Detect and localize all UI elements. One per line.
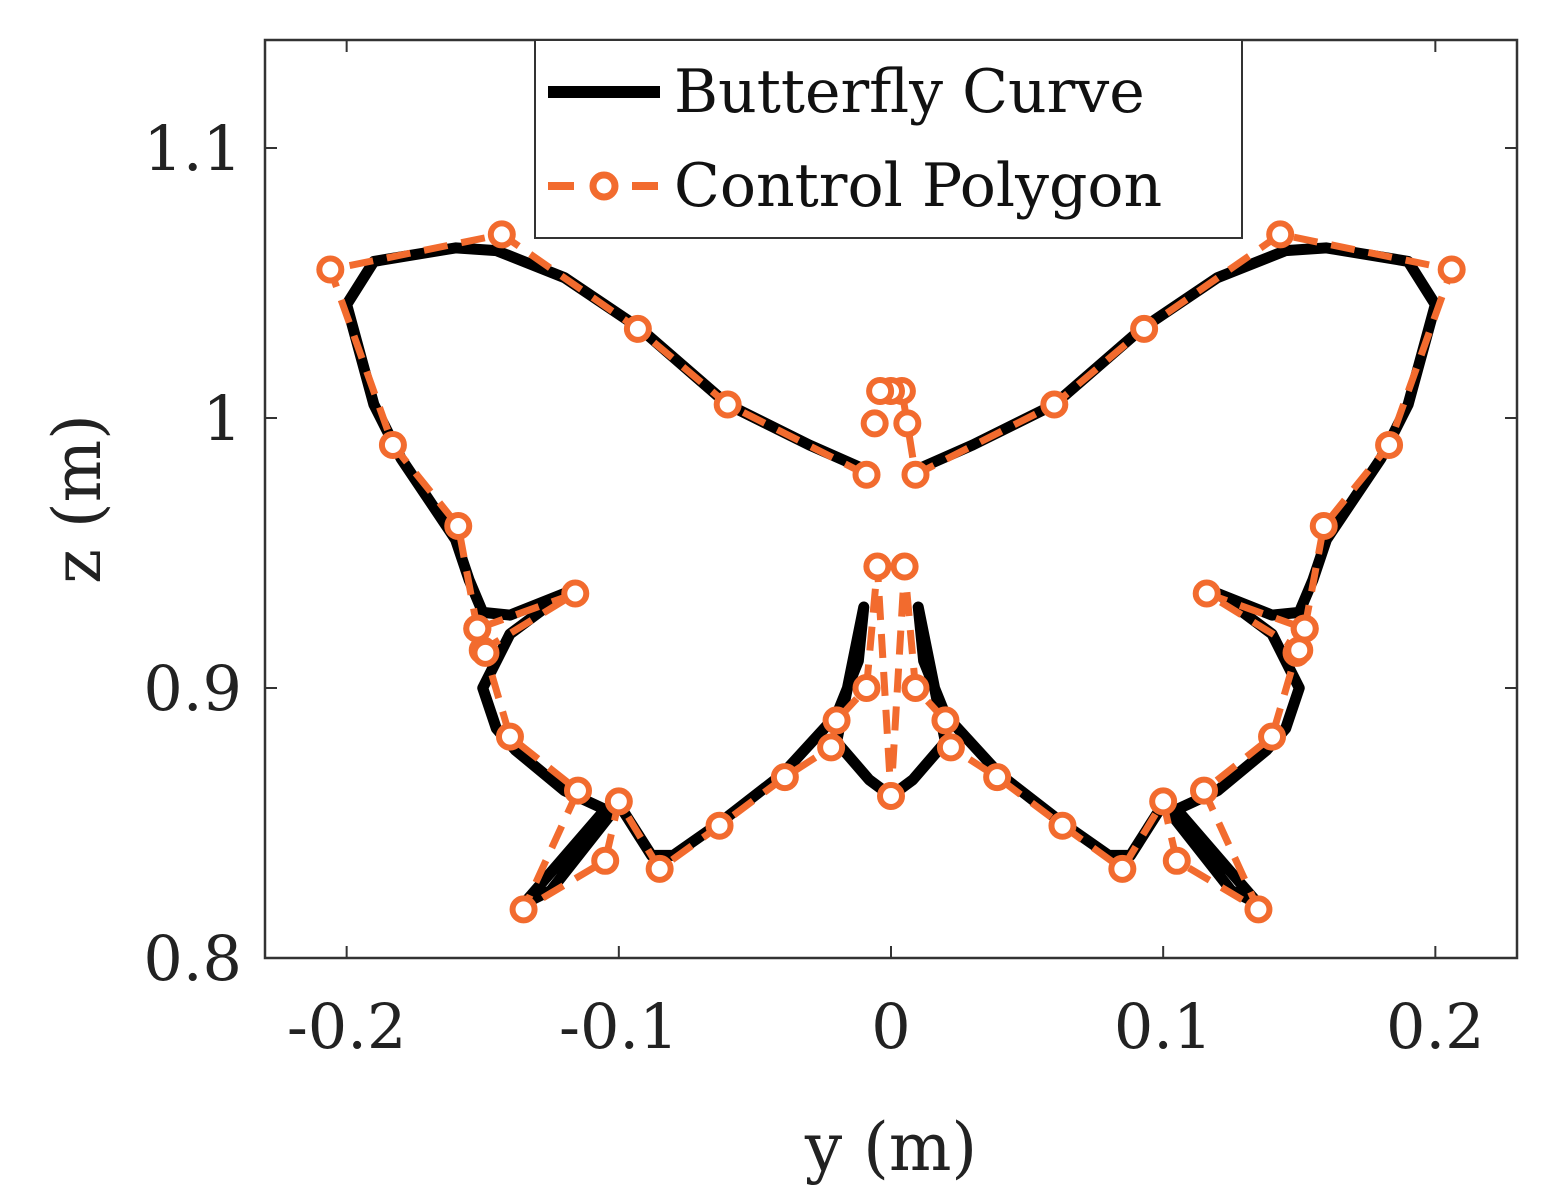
control-point-marker	[1244, 895, 1273, 924]
x-tick-label: 0.2	[1386, 990, 1485, 1063]
control-point-marker	[1309, 512, 1338, 540]
control-point-marker	[509, 895, 538, 924]
legend-polygon-marker	[589, 171, 619, 201]
control-point-marker	[604, 787, 633, 816]
control-point-marker	[713, 390, 742, 419]
y-tick-label: 1.1	[143, 112, 242, 185]
x-tick-label: 0.1	[1114, 990, 1213, 1063]
y-axis-label: z (m)	[39, 414, 116, 584]
control-point-marker	[561, 579, 590, 608]
control-point-marker	[770, 763, 799, 792]
control-point-marker	[1162, 846, 1191, 875]
control-point-marker	[591, 846, 620, 875]
control-point-marker	[645, 854, 674, 883]
control-point-marker	[1437, 255, 1466, 284]
x-axis-ticks: -0.2 -0.1 0 0.1 0.2	[287, 40, 1485, 1063]
legend-curve-label: Butterfly Curve	[674, 57, 1145, 127]
series-control-polygon	[326, 230, 1456, 913]
control-point-marker	[983, 763, 1012, 792]
legend: Butterfly Curve Control Polygon	[534, 39, 1243, 239]
y-tick-label: 0.9	[143, 652, 242, 725]
control-point-marker	[866, 377, 895, 405]
control-point-marker	[931, 706, 960, 735]
control-point-marker	[901, 460, 930, 489]
control-point-marker	[817, 733, 846, 762]
control-point-marker	[860, 409, 889, 438]
control-point-marker	[1190, 776, 1218, 805]
control-point-marker	[852, 460, 881, 489]
control-point-marker	[893, 409, 922, 438]
control-point-marker	[1108, 854, 1137, 883]
legend-box	[534, 39, 1243, 239]
control-point-marker	[1290, 614, 1319, 643]
control-point-marker	[1149, 787, 1178, 816]
control-point-marker	[495, 722, 524, 751]
y-tick-label: 1	[203, 382, 242, 455]
x-axis-label: y (m)	[804, 1109, 977, 1186]
control-point-marker	[877, 782, 905, 810]
x-tick-label: 0	[871, 990, 910, 1063]
control-point-marker	[1375, 431, 1404, 459]
y-tick-label: 0.8	[143, 922, 242, 995]
control-point-marker	[471, 638, 500, 667]
control-point-marker	[1258, 722, 1287, 751]
series-layer	[316, 220, 1466, 924]
control-point-marker	[1285, 636, 1314, 665]
control-point-marker	[444, 512, 473, 540]
control-point-marker	[1130, 314, 1159, 343]
control-point-marker	[623, 314, 652, 343]
control-point-marker	[822, 706, 851, 735]
legend-polygon-label: Control Polygon	[674, 151, 1162, 221]
control-point-marker	[1266, 220, 1295, 249]
control-point-marker	[564, 776, 592, 805]
control-point-marker	[378, 431, 407, 459]
control-point-marker	[1048, 811, 1077, 840]
control-point-marker	[901, 674, 930, 702]
control-point-marker	[463, 614, 492, 643]
control-point-marker	[863, 552, 892, 581]
control-point-marker	[316, 255, 345, 284]
control-point-marker	[487, 220, 516, 249]
control-point-marker	[705, 811, 734, 840]
control-point-marker	[890, 552, 919, 581]
control-point-marker	[1040, 390, 1069, 419]
control-point-marker	[936, 733, 965, 762]
x-tick-label: -0.2	[287, 990, 407, 1063]
control-point-marker	[1192, 579, 1221, 608]
y-axis-ticks: 0.8 0.9 1 1.1	[143, 112, 1517, 995]
x-tick-label: -0.1	[559, 990, 679, 1063]
control-point-marker	[852, 674, 881, 702]
